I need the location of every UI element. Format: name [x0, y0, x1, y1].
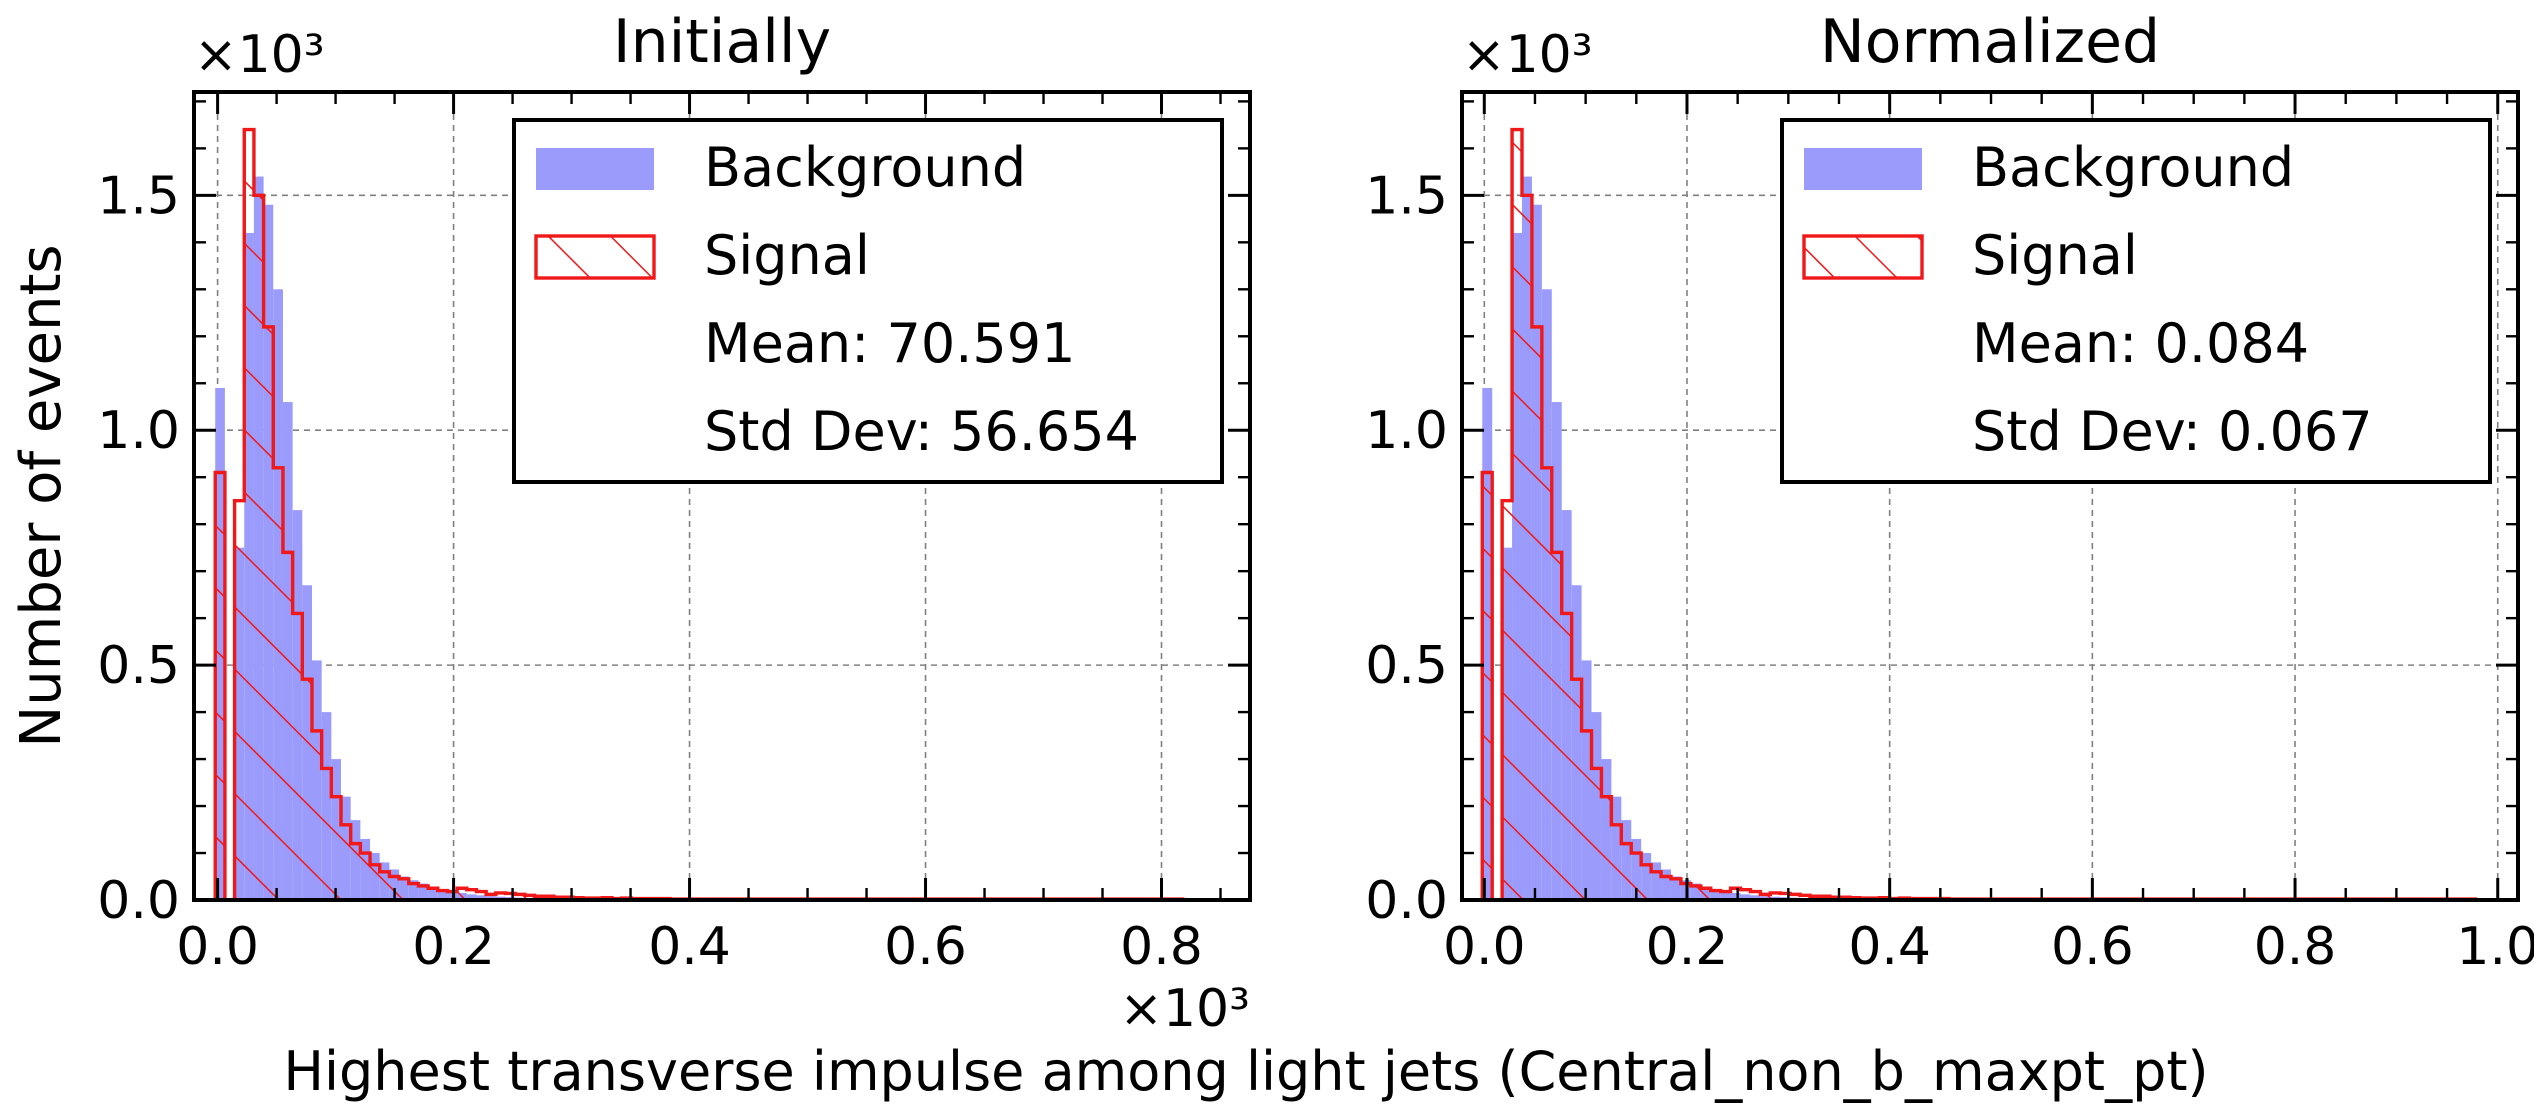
legend-entry: Mean: 70.591: [704, 312, 1075, 375]
y-axis-multiplier: ×10³: [1462, 25, 1593, 85]
legend: Background Signal Mean: 0.084 Std Dev: 0.06…: [1780, 118, 2492, 484]
x-tick-label: 0.2: [1646, 917, 1729, 977]
legend-entry: Std Dev: 0.067: [1972, 400, 2373, 463]
legend-entry: Std Dev: 56.654: [704, 400, 1139, 463]
y-tick-label: 1.5: [97, 166, 180, 226]
y-tick-label: 0.0: [97, 871, 180, 931]
panel-initially: 0.0 0.2 0.4 0.6 0.8 0.0 0.5 1.0 1.5 ×10³ ×10³ Initi…: [97, 7, 1252, 1039]
y-tick-label: 0.5: [97, 636, 180, 696]
x-tick-label: 0.6: [884, 917, 967, 977]
legend-swatch-signal: [1802, 234, 1924, 280]
legend: Background Signal Mean: 70.591 Std Dev: 56.…: [512, 118, 1224, 484]
legend-swatch-signal: [534, 234, 656, 280]
y-axis-multiplier: ×10³: [194, 25, 325, 85]
x-tick-label: 0.0: [1443, 917, 1526, 977]
legend-entry: Signal: [704, 224, 870, 287]
legend-swatch-background: [536, 148, 654, 190]
y-tick-label: 0.0: [1365, 871, 1448, 931]
plot-area: [213, 127, 1185, 900]
chart-title: Initially: [613, 7, 831, 77]
y-tick-label: 1.5: [1365, 166, 1448, 226]
legend-entry: Background: [1972, 136, 2294, 199]
y-axis-label: Number of events: [9, 244, 74, 747]
panel-normalized: 0.0 0.2 0.4 0.6 0.8 1.0 0.0 0.5 1.0 1.5 ×10³ Normal…: [1365, 7, 2534, 977]
x-tick-label: 0.8: [2254, 917, 2337, 977]
y-tick-label: 1.0: [1365, 401, 1448, 461]
x-tick-label: 0.4: [1848, 917, 1931, 977]
x-axis-multiplier: ×10³: [1119, 979, 1250, 1039]
x-tick-label: 0.2: [412, 917, 495, 977]
x-axis-label: Highest transverse impulse among light j…: [283, 1040, 2208, 1103]
x-tick-label: 0.0: [176, 917, 259, 977]
y-tick-label: 0.5: [1365, 636, 1448, 696]
x-tick-label: 0.8: [1120, 917, 1203, 977]
chart-title: Normalized: [1820, 7, 2160, 77]
axes-frame: [192, 90, 1252, 902]
legend-entry: Signal: [1972, 224, 2138, 287]
x-tick-label: 0.6: [2051, 917, 2134, 977]
x-tick-label: 0.4: [648, 917, 731, 977]
legend-entry: Background: [704, 136, 1026, 199]
plot-area: [1480, 127, 2478, 900]
x-tick-label: 1.0: [2456, 917, 2534, 977]
legend-entry: Mean: 0.084: [1972, 312, 2309, 375]
legend-swatch-background: [1804, 148, 1922, 190]
y-tick-label: 1.0: [97, 401, 180, 461]
